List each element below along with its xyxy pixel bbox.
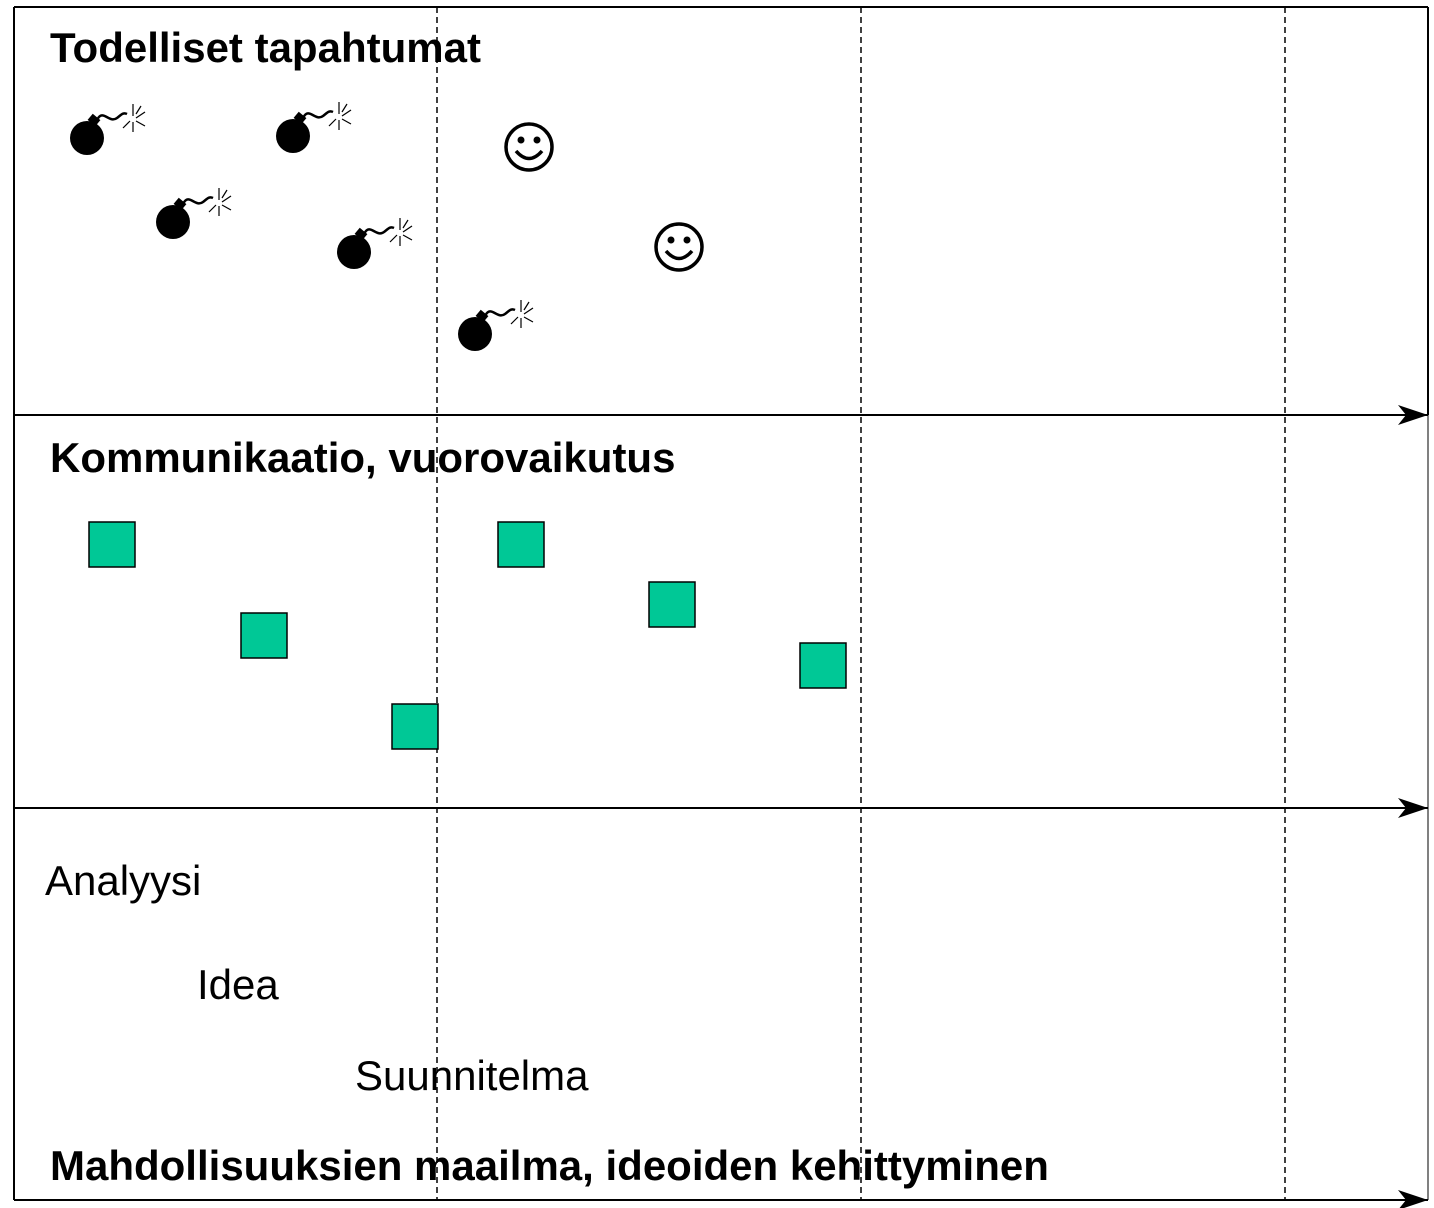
stage-label: Idea xyxy=(197,961,279,1008)
square-marker xyxy=(799,642,847,689)
bomb-icon xyxy=(456,298,535,353)
stage-label: Suunnitelma xyxy=(355,1052,589,1099)
section-title: Mahdollisuuksien maailma, ideoiden kehit… xyxy=(50,1142,1049,1189)
bomb-icon xyxy=(274,100,353,155)
square-marker xyxy=(648,581,696,628)
bomb-icon xyxy=(335,216,414,271)
square-marker xyxy=(240,612,288,659)
square-marker xyxy=(88,521,136,568)
square-marker xyxy=(497,521,545,568)
section-title: Kommunikaatio, vuorovaikutus xyxy=(50,434,675,481)
bomb-icon xyxy=(154,186,233,241)
stage-label: Analyysi xyxy=(45,857,201,904)
smiley-icon xyxy=(654,222,704,272)
smiley-icon xyxy=(504,122,554,172)
section-title: Todelliset tapahtumat xyxy=(50,24,481,71)
square-marker xyxy=(391,703,439,750)
bomb-icon xyxy=(68,102,147,157)
